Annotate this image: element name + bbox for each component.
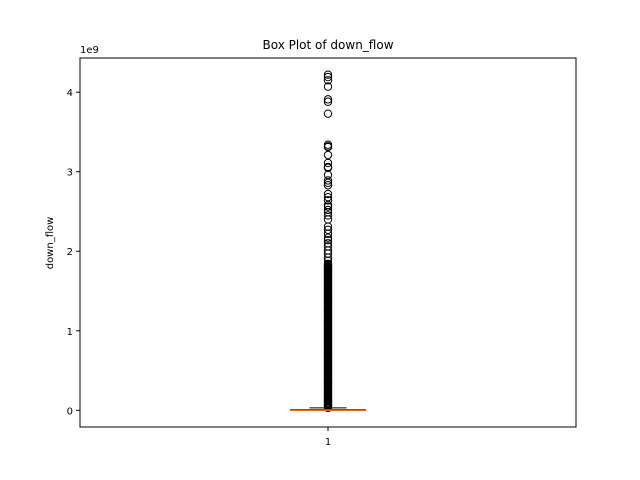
outlier-point: [323, 181, 333, 190]
chart-title: Box Plot of down_flow: [262, 38, 393, 52]
y-tick-label: 4: [67, 88, 73, 99]
outlier-point: [323, 76, 333, 85]
outlier-point: [323, 97, 333, 106]
outlier-point: [323, 158, 333, 168]
outlier-point: [323, 211, 333, 220]
outlier-point: [323, 142, 333, 152]
outlier-point: [323, 235, 333, 245]
plot-area: [290, 70, 366, 413]
outlier-point: [323, 256, 333, 265]
outlier-point: [323, 202, 333, 211]
outlier-point: [323, 229, 333, 238]
outlier-point: [323, 82, 333, 91]
outlier-point: [323, 189, 333, 199]
outlier-point: [323, 178, 333, 188]
outlier-point: [323, 225, 333, 234]
y-tick-label: 1: [67, 327, 73, 338]
y-tick-label: 0: [67, 406, 73, 417]
outlier-point: [323, 72, 333, 82]
outlier-point: [323, 205, 333, 215]
x-tick-label: 1: [325, 437, 331, 448]
outlier-point: [323, 70, 333, 79]
y-tick-label: 3: [67, 168, 73, 179]
y-axis-label: down_flow: [45, 217, 56, 270]
outlier-point: [323, 95, 333, 104]
outlier-point: [323, 192, 333, 202]
outlier-point: [323, 176, 333, 185]
outlier-point: [323, 259, 333, 269]
outlier-point: [323, 170, 333, 180]
outlier-point: [323, 109, 333, 118]
outlier-point: [323, 150, 333, 160]
outlier-point: [323, 233, 333, 242]
y-tick-label: 2: [67, 247, 73, 258]
y-offset-label: 1e9: [80, 45, 99, 56]
outlier-point: [323, 253, 333, 262]
outlier-point: [323, 196, 333, 205]
